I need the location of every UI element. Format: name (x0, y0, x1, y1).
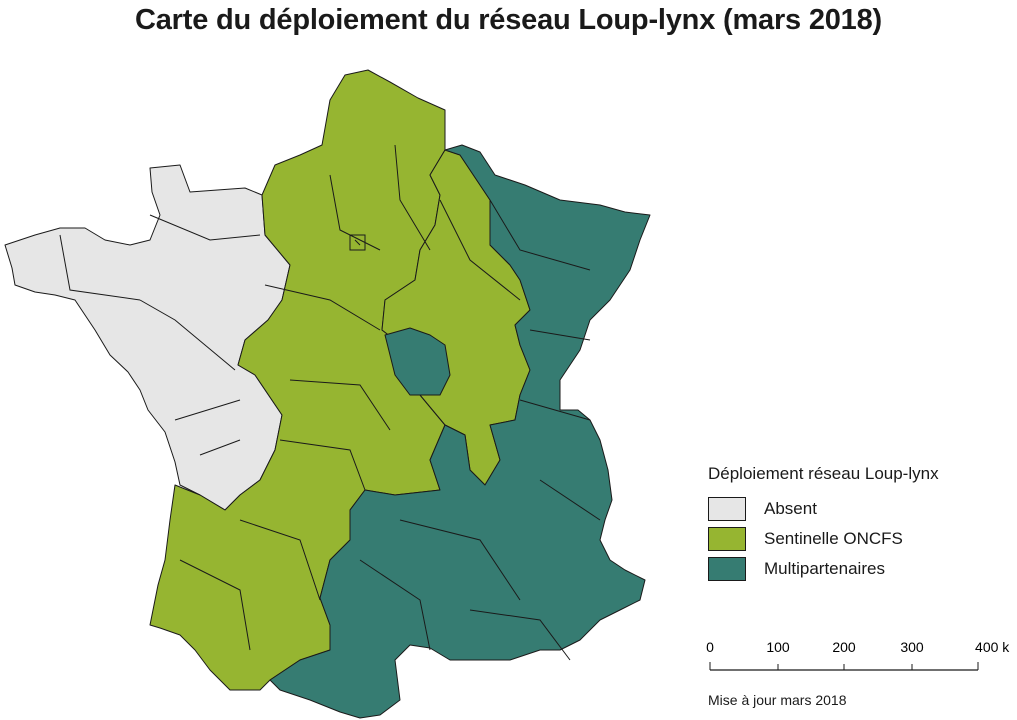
legend-label-absent: Absent (764, 499, 817, 518)
region-centre-isole (384, 327, 451, 396)
scale-tick-100: 100 (766, 639, 790, 655)
legend-label-multipartenaires: Multipartenaires (764, 559, 885, 578)
legend-item-multipartenaires: Multipartenaires (708, 554, 939, 584)
legend-item-sentinelle: Sentinelle ONCFS (708, 524, 939, 554)
france-map (4, 69, 651, 719)
legend-title: Déploiement réseau Loup-lynx (708, 464, 939, 483)
scale-tick-300: 300 (900, 639, 924, 655)
map-title: Carte du déploiement du réseau Loup-lynx… (134, 4, 882, 36)
footnote: Mise à jour mars 2018 (708, 692, 847, 708)
scale-tick-200: 200 (832, 639, 856, 655)
legend-swatch-sentinelle (708, 527, 746, 551)
legend: Déploiement réseau Loup-lynx Absent Sent… (708, 464, 939, 584)
legend-swatch-multipartenaires (708, 557, 746, 581)
legend-item-absent: Absent (708, 494, 939, 524)
legend-label-sentinelle: Sentinelle ONCFS (764, 529, 903, 548)
scale-bar: 0 100 200 300 400 km (706, 639, 1010, 671)
scale-tick-400: 400 km (975, 639, 1010, 655)
region-est-alpes-sud (269, 144, 651, 719)
scale-tick-0: 0 (706, 639, 714, 655)
legend-swatch-absent (708, 497, 746, 521)
